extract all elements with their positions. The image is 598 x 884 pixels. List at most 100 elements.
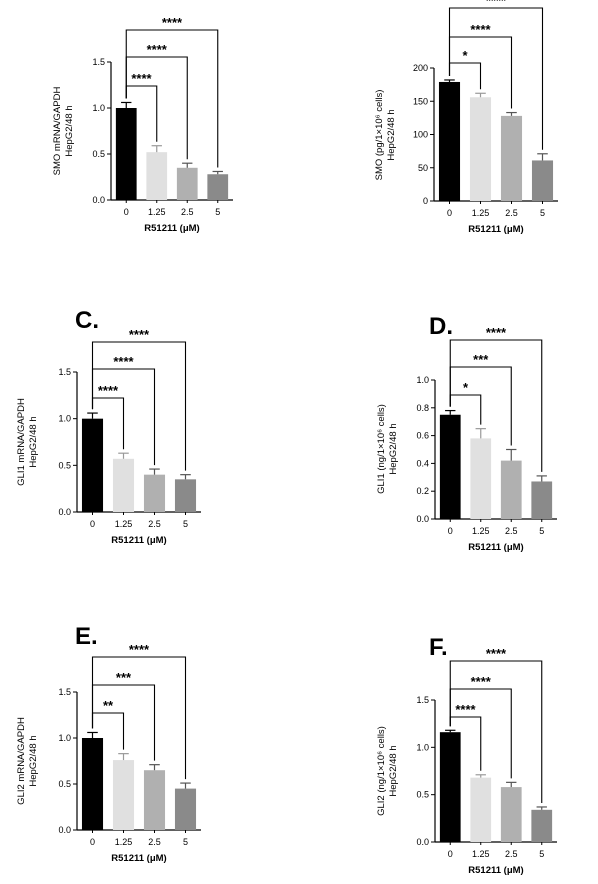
x-axis-title: R51211 (μM) (468, 542, 523, 553)
bar (143, 474, 166, 512)
significance-bracket (91, 656, 187, 780)
significance-label: **** (98, 383, 119, 398)
panel-label: E. (75, 623, 98, 650)
x-axis-title: R51211 (μM) (468, 224, 523, 235)
y-axis-title: HepG2/48 h (386, 109, 397, 160)
y-axis-title: SMO mRNA/GAPDH (52, 87, 63, 176)
x-tick-label: 1.25 (472, 849, 490, 859)
x-tick-label: 2.5 (148, 837, 161, 847)
bar (115, 108, 137, 200)
y-axis-title: HepG2/48 h (388, 423, 399, 474)
significance-bracket (449, 339, 543, 472)
bar (174, 479, 197, 512)
y-tick-label: 0 (423, 196, 428, 206)
x-tick-label: 2.5 (181, 207, 194, 217)
bar (531, 160, 554, 201)
significance-label: *** (473, 352, 489, 367)
significance-label: **** (455, 702, 476, 717)
bar (143, 770, 166, 830)
y-tick-label: 0.5 (58, 779, 71, 789)
significance-label: **** (131, 71, 152, 86)
x-tick-label: 2.5 (505, 208, 518, 218)
x-tick-label: 5 (183, 519, 188, 529)
significance-label: **** (486, 0, 507, 8)
x-tick-label: 5 (540, 208, 545, 218)
bar (439, 414, 461, 519)
y-tick-label: 1.5 (92, 57, 105, 67)
y-tick-label: 200 (413, 63, 428, 73)
significance-label: **** (113, 354, 134, 369)
y-tick-label: 50 (418, 163, 428, 173)
x-axis-title: R51211 (μM) (144, 223, 199, 234)
significance-label: **** (486, 325, 507, 340)
y-axis-title: GLI1 mRNA/GAPDH (16, 398, 27, 486)
x-tick-label: 0 (90, 519, 95, 529)
y-axis-title: HepG2/48 h (28, 735, 39, 786)
x-tick-label: 2.5 (505, 526, 518, 536)
x-tick-label: 0 (90, 837, 95, 847)
chart-panel: D. 0.0 0.2 0.4 0.6 0.8 1.0 0 1.25 2.5 5 R51211 (μM)… (376, 313, 557, 553)
chart-panel: E. 0.0 0.5 1.0 1.5 0 1.25 2.5 5 R51211 (μM) GLI2 m… (16, 623, 201, 864)
y-axis-title: HepG2/48 h (388, 745, 399, 796)
y-axis-title: GLI1 (ng/1×10⁶ cells) (376, 404, 387, 494)
chart-panel: 0.0 0.5 1.0 1.5 0 1.25 2.5 5 R51211 (μM) SMO mRNA… (52, 15, 233, 234)
bar (469, 97, 492, 201)
panel-label: D. (429, 313, 453, 340)
significance-label: **** (129, 642, 150, 657)
bar (112, 760, 135, 830)
y-axis-title: SMO (pg/1×10⁶ cells) (374, 90, 385, 181)
y-tick-label: 0.5 (92, 149, 105, 159)
y-tick-label: 1.0 (416, 742, 429, 752)
y-tick-label: 0.0 (92, 195, 105, 205)
bar (174, 788, 197, 830)
panel-label: F. (429, 634, 448, 661)
bar (470, 438, 492, 519)
bar (146, 152, 168, 200)
y-tick-label: 0.5 (416, 790, 429, 800)
significance-label: * (463, 380, 469, 395)
significance-bracket (449, 660, 543, 803)
x-axis-title: R51211 (μM) (111, 853, 166, 864)
significance-bracket (448, 7, 544, 150)
bar (81, 418, 104, 512)
y-tick-label: 0.2 (416, 486, 429, 496)
y-tick-label: 0.6 (416, 431, 429, 441)
bar (531, 481, 553, 519)
chart-panel: C. 0.0 0.5 1.0 1.5 0 1.25 2.5 5 R51211 (μM) GLI1 m… (16, 307, 201, 546)
bar (207, 174, 229, 200)
bar (500, 787, 522, 842)
y-tick-label: 100 (413, 130, 428, 140)
x-axis-title: R51211 (μM) (111, 535, 166, 546)
y-axis-title: HepG2/48 h (64, 105, 75, 156)
bar (439, 732, 461, 842)
x-tick-label: 1.25 (115, 837, 133, 847)
x-tick-label: 0 (447, 208, 452, 218)
x-tick-label: 1.25 (472, 526, 490, 536)
y-tick-label: 1.5 (58, 687, 71, 697)
y-tick-label: 0.8 (416, 403, 429, 413)
x-axis-title: R51211 (μM) (468, 865, 523, 876)
chart-panel: 0 50 100 150 200 0 1.25 2.5 5 R51211 (μM) SMO (pg/… (374, 0, 558, 235)
bar (176, 167, 198, 200)
x-tick-label: 1.25 (148, 207, 166, 217)
x-tick-label: 0 (124, 207, 129, 217)
x-tick-label: 0 (448, 526, 453, 536)
significance-label: **** (162, 15, 183, 30)
x-tick-label: 2.5 (148, 519, 161, 529)
significance-label: ** (103, 698, 114, 713)
x-tick-label: 1.25 (472, 208, 490, 218)
bar (531, 809, 553, 842)
x-tick-label: 2.5 (505, 849, 518, 859)
y-tick-label: 0.0 (58, 507, 71, 517)
x-tick-label: 5 (215, 207, 220, 217)
y-tick-label: 0.0 (58, 825, 71, 835)
y-tick-label: 1.0 (58, 414, 71, 424)
y-tick-label: 1.5 (58, 367, 71, 377)
bar (81, 738, 104, 830)
y-tick-label: 1.0 (416, 375, 429, 385)
significance-label: **** (147, 42, 168, 57)
x-tick-label: 0 (448, 849, 453, 859)
y-tick-label: 0.4 (416, 458, 429, 468)
significance-label: **** (129, 327, 150, 342)
